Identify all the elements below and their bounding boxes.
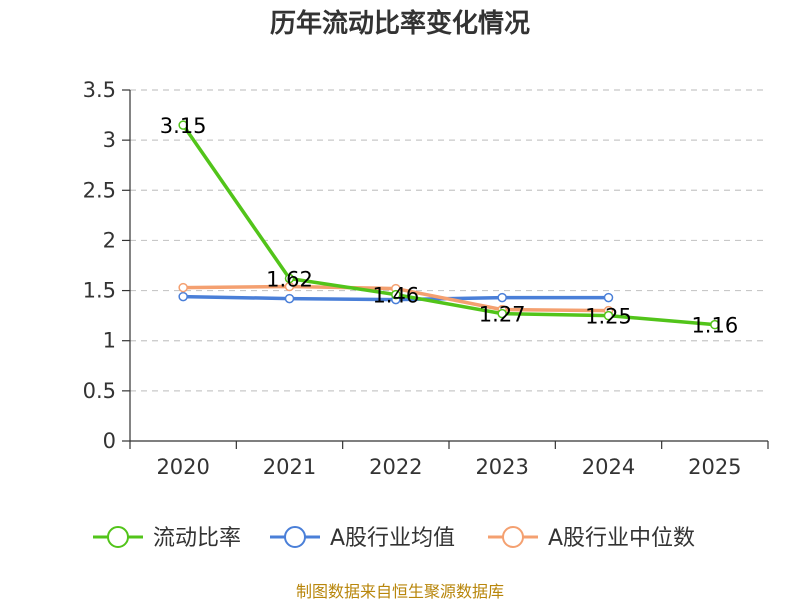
x-tick-label: 2024: [582, 455, 635, 479]
y-tick-label: 2: [103, 228, 116, 252]
data-point-marker[interactable]: [178, 291, 188, 302]
legend-marker-icon: [284, 526, 306, 548]
y-tick-label: 0.5: [83, 379, 116, 403]
data-point-marker[interactable]: [603, 310, 614, 321]
x-tick-label: 2025: [688, 455, 741, 479]
x-tick-label: 2020: [156, 455, 209, 479]
legend-label: A股行业中位数: [548, 526, 695, 551]
data-point-marker[interactable]: [497, 308, 507, 319]
y-tick-label: 1.5: [83, 279, 116, 303]
y-tick-label: 3: [103, 128, 116, 152]
data-point-marker[interactable]: [178, 282, 188, 293]
legend-marker-icon: [502, 526, 524, 548]
y-tick-label: 2.5: [83, 178, 116, 202]
legend-label: A股行业均值: [330, 526, 455, 551]
data-point-marker[interactable]: [391, 289, 401, 300]
data-label: 1.46: [372, 284, 419, 308]
data-label: 1.27: [479, 303, 526, 327]
data-label: 3.15: [160, 114, 207, 138]
data-point-marker[interactable]: [178, 120, 188, 130]
chart-title: 历年流动比率变化情况: [270, 8, 530, 39]
y-tick-label: 1: [103, 329, 116, 353]
y-tick-label: 0: [103, 429, 116, 453]
legend-label: 流动比率: [153, 526, 241, 551]
data-label: 1.62: [266, 268, 313, 292]
data-point-marker[interactable]: [284, 293, 295, 304]
legend-marker-icon: [107, 526, 129, 548]
x-tick-label: 2021: [263, 455, 316, 479]
data-source-note: 制图数据来自恒生聚源数据库: [295, 582, 504, 601]
data-point-marker[interactable]: [284, 273, 295, 284]
x-tick-label: 2022: [369, 455, 422, 479]
data-label: 1.25: [585, 305, 632, 329]
data-label: 1.16: [691, 314, 738, 338]
legend-item-1[interactable]: A股行业均值: [270, 526, 455, 551]
data-point-marker[interactable]: [710, 319, 720, 330]
series-line-0: [181, 123, 717, 327]
data-point-marker[interactable]: [603, 292, 614, 303]
x-tick-label: 2023: [475, 455, 528, 479]
legend-item-0[interactable]: 流动比率: [93, 526, 241, 551]
y-tick-label: 3.5: [83, 78, 116, 102]
data-point-marker[interactable]: [497, 292, 507, 303]
legend-item-2[interactable]: A股行业中位数: [488, 526, 695, 551]
